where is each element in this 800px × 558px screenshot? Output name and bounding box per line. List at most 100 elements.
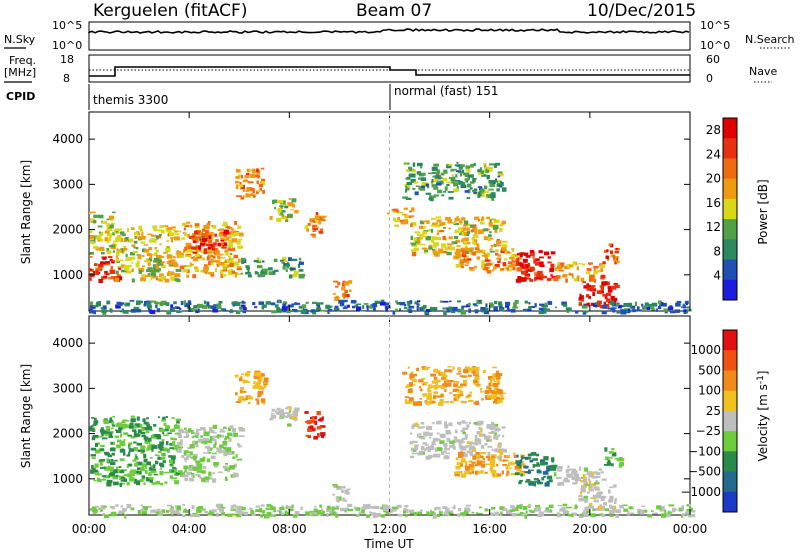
echo-cell: [314, 416, 317, 420]
echo-cell: [169, 459, 174, 464]
echo-cell: [566, 506, 572, 509]
echo-cell: [140, 448, 143, 452]
echo-cell: [571, 514, 574, 517]
echo-cell: [272, 514, 276, 517]
echo-cell: [553, 472, 557, 477]
colorbar-swatch: [723, 239, 737, 261]
echo-cell: [445, 452, 450, 455]
echo-cell: [252, 190, 255, 194]
echo-cell: [117, 266, 123, 268]
echo-cell: [196, 470, 202, 473]
echo-cell: [601, 514, 605, 518]
echo-cell: [436, 182, 442, 186]
echo-cell: [192, 441, 196, 445]
echo-cell: [159, 468, 162, 470]
echo-cell: [463, 231, 467, 236]
echo-cell: [261, 510, 265, 514]
echo-cell: [506, 509, 512, 515]
echo-cell: [398, 308, 401, 311]
echo-cell: [248, 194, 251, 198]
echo-cell: [260, 398, 266, 403]
echo-cell: [607, 459, 611, 463]
echo-cell: [242, 310, 247, 314]
echo-cell: [458, 443, 462, 447]
echo-cell: [111, 424, 116, 427]
echo-cell: [166, 261, 170, 264]
echo-cell: [495, 240, 502, 245]
echo-cell: [279, 511, 282, 514]
echo-cell: [90, 447, 97, 451]
echo-cell: [219, 262, 225, 266]
echo-cell: [212, 478, 217, 483]
echo-cell: [279, 506, 285, 510]
echo-cell: [416, 237, 419, 241]
y-tick-label: 1000: [52, 472, 83, 486]
echo-cell: [321, 416, 324, 420]
echo-cell: [477, 169, 482, 173]
echo-cell: [216, 434, 221, 438]
echo-cell: [336, 487, 342, 490]
echo-cell: [122, 419, 125, 423]
echo-cell: [170, 455, 176, 460]
echo-cell: [142, 418, 146, 422]
echo-cell: [465, 504, 472, 507]
echo-cell: [586, 283, 590, 286]
echo-cell: [161, 229, 165, 234]
echo-cell: [544, 251, 549, 256]
echo-cell: [478, 219, 481, 222]
y-tick-label: 2000: [52, 223, 83, 237]
echo-cell: [441, 194, 445, 197]
echo-cell: [297, 263, 301, 268]
echo-cell: [161, 264, 166, 269]
echo-cell: [672, 508, 678, 511]
echo-cell: [457, 513, 461, 517]
echo-cell: [393, 217, 396, 222]
echo-cell: [623, 303, 629, 307]
echo-cell: [392, 310, 396, 315]
echo-cell: [414, 191, 419, 196]
echo-cell: [97, 263, 104, 267]
velocity-echo-region-2: [234, 370, 269, 405]
echo-cell: [443, 169, 448, 174]
echo-cell: [538, 307, 545, 311]
echo-cell: [156, 308, 160, 313]
echo-cell: [166, 310, 171, 313]
echo-cell: [92, 435, 99, 438]
echo-cell: [574, 505, 578, 509]
beam-title: Beam 07: [356, 1, 432, 21]
echo-cell: [466, 258, 472, 261]
echo-cell: [118, 302, 125, 305]
echo-cell: [445, 507, 450, 512]
freq-strip: Freq. [MHz] 18 8 60 0 Nave: [4, 53, 777, 85]
echo-cell: [241, 390, 247, 393]
echo-cell: [175, 418, 181, 422]
echo-cell: [277, 208, 282, 213]
echo-cell: [144, 441, 151, 445]
echo-cell: [287, 262, 290, 264]
echo-cell: [175, 505, 178, 508]
echo-cell: [551, 457, 555, 462]
echo-cell: [115, 429, 118, 431]
echo-cell: [242, 189, 246, 192]
echo-cell: [276, 217, 282, 223]
echo-cell: [192, 252, 197, 254]
echo-cell: [437, 180, 441, 183]
echo-cell: [313, 512, 317, 515]
echo-cell: [255, 509, 261, 512]
echo-cell: [545, 308, 551, 311]
echo-cell: [327, 505, 331, 510]
echo-cell: [194, 231, 199, 235]
echo-cell: [513, 454, 517, 458]
echo-cell: [448, 236, 453, 240]
echo-cell: [534, 272, 538, 277]
freq-tick-lo: 8: [63, 72, 70, 85]
echo-cell: [528, 509, 533, 512]
echo-cell: [287, 214, 293, 219]
echo-cell: [118, 475, 125, 478]
echo-cell: [440, 371, 446, 375]
echo-cell: [413, 401, 419, 406]
echo-cell: [184, 246, 188, 251]
echo-cell: [499, 268, 502, 272]
echo-cell: [596, 269, 601, 273]
echo-cell: [480, 188, 484, 193]
